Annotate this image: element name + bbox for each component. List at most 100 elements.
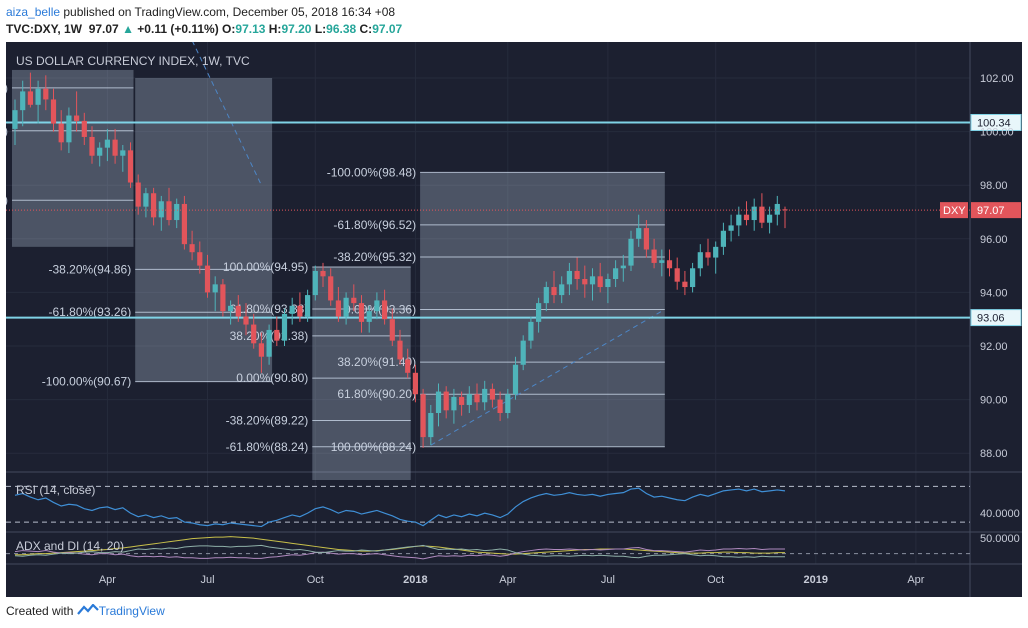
- tradingview-logo-icon: [76, 603, 99, 618]
- price-axis-tick: 94.00: [980, 287, 1008, 299]
- candle-body: [258, 343, 264, 357]
- fib-level-label: -61.80%(93.26): [48, 305, 131, 319]
- open-value: 97.13: [235, 22, 266, 36]
- time-axis-tick: 2019: [804, 574, 828, 586]
- fib-retracement-3: [420, 171, 665, 448]
- candle-body: [512, 364, 519, 395]
- candle-body: [605, 279, 611, 288]
- candle-body: [12, 110, 18, 129]
- adx-title: ADX and DI (14, 20): [16, 539, 124, 553]
- candle-body: [428, 413, 434, 438]
- trendline: [183, 24, 262, 186]
- price-axis-tick: 100.00: [980, 127, 1014, 139]
- candle-body: [443, 391, 449, 411]
- time-axis-tick: Oct: [707, 574, 724, 586]
- fib-level-label: -100.00%(98.48): [327, 165, 416, 179]
- symbol-label: TVC:DXY, 1W: [6, 22, 83, 36]
- ticker-info: TVC:DXY, 1W 97.07 ▲ +0.11 (+0.11%) O:97.…: [6, 21, 402, 37]
- candle-body: [620, 265, 626, 269]
- candle-body: [459, 396, 465, 405]
- tradingview-brand[interactable]: TradingView: [98, 604, 165, 618]
- candle-body: [628, 238, 634, 266]
- candle-body: [405, 359, 411, 373]
- fib-level-label: -38.20%(94.86): [48, 262, 131, 276]
- candle-body: [713, 246, 719, 258]
- fib-level-label: 0.00%(97.44): [6, 193, 8, 207]
- candle-body: [582, 279, 588, 285]
- candle-body: [197, 252, 203, 266]
- price-axis-tick: 102.00: [980, 73, 1014, 85]
- price-axis-tick: 92.00: [980, 341, 1008, 353]
- level-price-label: 100.34: [977, 117, 1011, 129]
- candle-body: [20, 91, 26, 111]
- candle-body: [297, 305, 303, 317]
- candle-body: [613, 268, 619, 279]
- candle-body: [335, 300, 341, 317]
- chart-svg[interactable]: 61.80%(101.63) 38.20%(100.03) 0.00%(97.44)…: [0, 24, 1022, 597]
- candle-body: [204, 265, 211, 293]
- low-value: 96.38: [326, 22, 357, 36]
- candle-body: [305, 295, 311, 317]
- high-label: H:: [268, 22, 282, 36]
- candle-body: [135, 182, 141, 207]
- time-axis-tick: Apr: [907, 574, 924, 586]
- candle-body: [320, 270, 326, 277]
- open-label: O:: [222, 22, 236, 36]
- chart-area[interactable]: 61.80%(101.63) 38.20%(100.03) 0.00%(97.44)…: [0, 24, 1022, 597]
- candle-body: [158, 201, 164, 218]
- candle-body: [767, 214, 773, 223]
- candle-body: [358, 303, 365, 322]
- candle-body: [189, 244, 195, 253]
- candle-body: [43, 88, 49, 100]
- candle-body: [166, 201, 172, 221]
- candle-body: [528, 321, 534, 341]
- candle-body: [451, 396, 457, 411]
- candle-body: [636, 228, 642, 239]
- time-axis-tick: Jul: [200, 574, 214, 586]
- price-axis-tick: 88.00: [980, 448, 1008, 460]
- price-change: +0.11 (+0.11%): [137, 22, 219, 36]
- rsi-line: [14, 487, 786, 528]
- created-with-text: Created with: [6, 604, 74, 618]
- publish-info: aiza_belle published on TradingView.com,…: [6, 4, 395, 20]
- candle-body: [466, 394, 472, 405]
- candle-body: [489, 388, 495, 400]
- fib-level-label: 61.80%(90.20): [337, 387, 416, 401]
- candle-body: [74, 115, 80, 121]
- candle-body: [743, 214, 750, 221]
- candle-body: [97, 147, 103, 156]
- candle-body: [782, 209, 788, 211]
- candle-body: [174, 203, 180, 221]
- di-minus-line: [14, 544, 785, 559]
- fib-retracement-2: [312, 266, 411, 480]
- fib-level-label: 61.80%(101.63): [6, 81, 8, 95]
- candle-body: [151, 193, 157, 218]
- time-axis-tick: 2018: [403, 574, 427, 586]
- candle-body: [559, 284, 565, 296]
- fib-retracement-1: [135, 78, 273, 383]
- footer: Created with TradingView: [6, 603, 165, 618]
- author-link[interactable]: aiza_belle: [6, 5, 61, 19]
- fib-level-label: 0.00%(90.80): [236, 371, 308, 385]
- candle-body: [343, 297, 349, 317]
- candle-body: [574, 270, 580, 279]
- candle-body: [536, 303, 542, 322]
- candle-body: [705, 252, 711, 258]
- fib-level-label: -61.80%(96.52): [333, 218, 416, 232]
- candle-body: [35, 88, 41, 105]
- candle-body: [697, 252, 703, 269]
- candle-body: [497, 399, 503, 413]
- candle-body: [228, 305, 234, 312]
- candle-body: [281, 313, 288, 341]
- price-axis-tick: 98.00: [980, 180, 1008, 192]
- candle-body: [643, 228, 649, 250]
- current-price-label: 97.07: [977, 205, 1005, 217]
- low-label: L:: [314, 22, 327, 36]
- current-price-tag: [971, 202, 1021, 219]
- time-axis-tick: Apr: [99, 574, 116, 586]
- close-label: C:: [359, 22, 373, 36]
- candle-body: [120, 150, 126, 156]
- fib-level-label: 61.80%(93.38): [230, 302, 309, 316]
- candle-body: [420, 394, 426, 438]
- candle-body: [104, 139, 110, 148]
